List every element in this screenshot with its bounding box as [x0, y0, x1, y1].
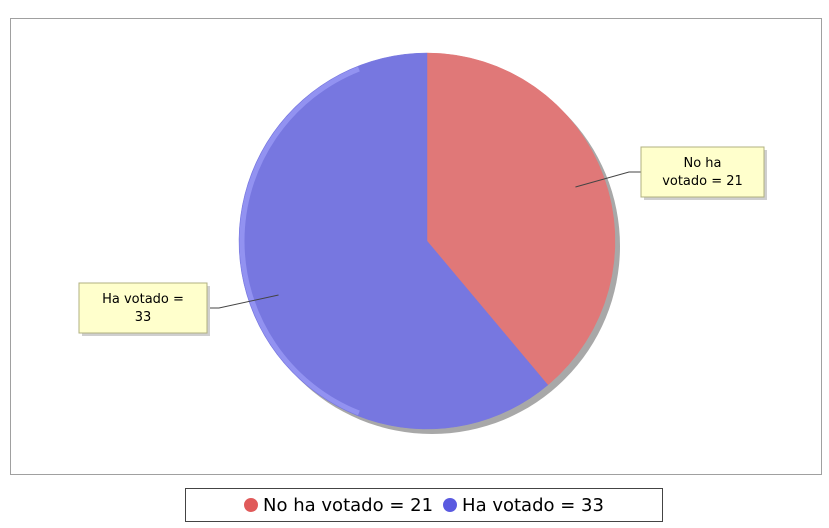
pie-highlight	[239, 66, 360, 416]
callout-label-ha-votado-line-1: Ha votado =	[102, 292, 184, 307]
pie-callouts: No ha votado = 21 Ha votado = 33	[78, 146, 767, 336]
callout-label-no-ha-votado-line-1: No ha	[683, 156, 721, 171]
callout-box-no-ha-votado	[640, 146, 765, 198]
callout-leader-ha-votado	[207, 294, 279, 309]
callout-leader-no-ha-votado	[575, 171, 641, 188]
legend-item-ha-votado: Ha votado = 33	[443, 495, 604, 516]
callout-label-ha-votado-line-2: 33	[135, 310, 152, 325]
pie-slices	[238, 52, 616, 430]
legend-label-no-ha-votado: No ha votado = 21	[263, 494, 434, 516]
callout-label-no-ha-votado-line-2: votado = 21	[662, 174, 743, 189]
callout-box-ha-votado	[78, 282, 208, 334]
legend-label-ha-votado: Ha votado = 33	[462, 494, 604, 516]
legend: No ha votado = 21 Ha votado = 33	[185, 488, 663, 522]
pie-slice-no-ha-votado	[426, 52, 616, 386]
legend-swatch-ha-votado	[443, 498, 458, 512]
pie-slice-ha-votado	[238, 52, 549, 430]
legend-item-no-ha-votado: No ha votado = 21	[244, 495, 433, 516]
legend-swatch-no-ha-votado	[244, 498, 259, 512]
